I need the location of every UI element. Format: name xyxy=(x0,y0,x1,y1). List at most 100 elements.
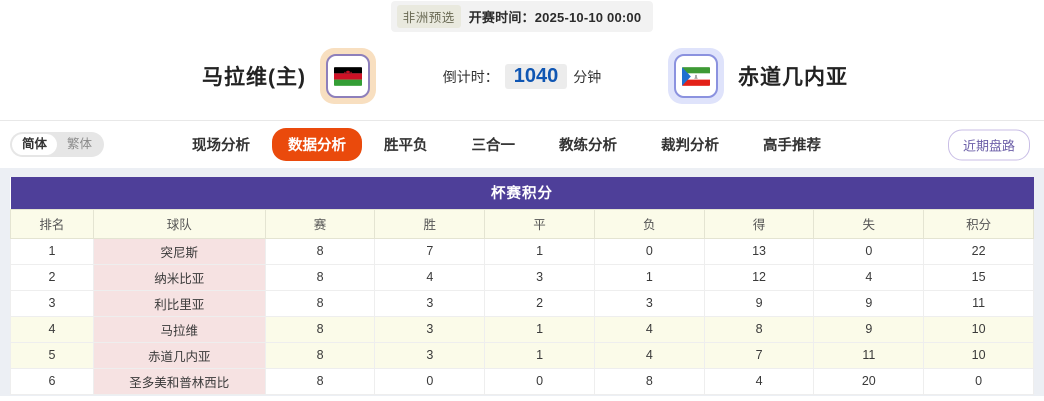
tab-three-in-one[interactable]: 三合一 xyxy=(471,138,516,154)
table-row[interactable]: 1 突尼斯 8 7 1 0 13 0 22 xyxy=(10,237,1034,265)
tab-data-analysis[interactable]: 数据分析 xyxy=(272,128,363,161)
cell-played: 8 xyxy=(264,315,376,343)
malawi-flag-icon xyxy=(334,66,362,86)
table-row[interactable]: 4 马拉维 8 3 1 4 8 9 10 xyxy=(10,315,1034,343)
cell-win: 0 xyxy=(374,367,486,395)
cell-team[interactable]: 马拉维 xyxy=(92,315,266,343)
tab-win-draw-lose[interactable]: 胜平负 xyxy=(384,138,428,154)
cell-goals-for: 7 xyxy=(703,341,815,369)
match-info-pill: 非洲预选 开赛时间：2025-10-10 00:00 xyxy=(390,0,654,32)
countdown-wrap: 倒计时： 1040 分钟 xyxy=(0,32,1044,120)
cell-rank: 6 xyxy=(10,367,94,395)
cell-lose: 8 xyxy=(593,367,705,395)
cell-draw: 2 xyxy=(484,289,595,317)
cell-played: 8 xyxy=(264,237,376,265)
cell-goals-for: 12 xyxy=(703,263,815,291)
column-header-team: 球队 xyxy=(92,208,266,239)
home-flag-box xyxy=(326,54,370,98)
cell-goals-against: 9 xyxy=(813,289,925,317)
tab-live-analysis[interactable]: 现场分析 xyxy=(192,138,251,154)
cell-draw: 1 xyxy=(484,237,595,265)
countdown-unit: 分钟 xyxy=(573,68,602,85)
countdown: 倒计时： 1040 分钟 xyxy=(442,63,602,89)
cell-win: 3 xyxy=(374,289,486,317)
cell-rank: 1 xyxy=(10,237,94,265)
home-team[interactable]: 马拉维(主) xyxy=(0,48,390,104)
tab-referee-analysis[interactable]: 裁判分析 xyxy=(661,138,720,154)
cell-played: 8 xyxy=(264,263,376,291)
cell-played: 8 xyxy=(264,289,376,317)
standings-header-row: 排名 球队 赛 胜 平 负 得 失 积分 xyxy=(10,208,1034,239)
cell-points: 10 xyxy=(923,341,1034,369)
cell-lose: 4 xyxy=(593,315,705,343)
column-header-goals-against: 失 xyxy=(813,208,925,239)
cell-draw: 3 xyxy=(484,263,595,291)
cell-rank: 5 xyxy=(10,341,94,369)
cell-points: 15 xyxy=(923,263,1034,291)
cell-draw: 1 xyxy=(484,315,595,343)
cell-win: 3 xyxy=(374,315,486,343)
lang-option-traditional[interactable]: 繁体 xyxy=(67,137,93,151)
cell-team[interactable]: 圣多美和普林西比 xyxy=(92,367,266,395)
countdown-label: 倒计时： xyxy=(442,68,499,85)
cell-win: 7 xyxy=(374,237,486,265)
away-flag-ring xyxy=(668,48,724,104)
match-info-bar: 非洲预选 开赛时间：2025-10-10 00:00 xyxy=(0,0,1044,32)
cell-team[interactable]: 利比里亚 xyxy=(92,289,266,317)
home-team-name: 马拉维(主) xyxy=(202,66,306,89)
standings-section: 杯赛积分 排名 球队 赛 胜 平 负 得 失 积分 xyxy=(0,168,1044,396)
home-flag-ring xyxy=(320,48,376,104)
match-time-label: 开赛时间：2025-10-10 00:00 xyxy=(468,9,642,25)
standings-body: 1 突尼斯 8 7 1 0 13 0 22 2 纳米比亚 8 4 xyxy=(10,237,1034,395)
cell-team[interactable]: 突尼斯 xyxy=(92,237,266,265)
table-row[interactable]: 5 赤道几内亚 8 3 1 4 7 11 10 xyxy=(10,341,1034,369)
cell-rank: 2 xyxy=(10,263,94,291)
column-header-draw: 平 xyxy=(484,208,595,239)
teams-header: 马拉维(主) 倒计时： 1040 分钟 xyxy=(0,32,1044,120)
cell-lose: 3 xyxy=(593,289,705,317)
cell-goals-for: 8 xyxy=(703,315,815,343)
cell-goals-against: 0 xyxy=(813,237,925,265)
away-flag-box xyxy=(674,54,718,98)
countdown-value: 1040 xyxy=(504,63,568,89)
column-header-win: 胜 xyxy=(374,208,486,239)
column-header-points: 积分 xyxy=(923,208,1034,239)
cell-team[interactable]: 纳米比亚 xyxy=(92,263,266,291)
league-tag: 非洲预选 xyxy=(396,4,461,28)
language-toggle[interactable]: 简体 繁体 xyxy=(10,132,105,157)
tab-coach-analysis[interactable]: 教练分析 xyxy=(559,138,618,154)
cell-goals-against: 9 xyxy=(813,315,925,343)
cell-points: 0 xyxy=(923,367,1034,395)
cell-points: 10 xyxy=(923,315,1034,343)
table-row[interactable]: 6 圣多美和普林西比 8 0 0 8 4 20 0 xyxy=(10,367,1034,395)
lang-option-simplified[interactable]: 简体 xyxy=(12,134,58,155)
standings-table: 杯赛积分 排名 球队 赛 胜 平 负 得 失 积分 xyxy=(10,177,1034,395)
cell-team[interactable]: 赤道几内亚 xyxy=(92,341,266,369)
analysis-tabs: 现场分析 数据分析 胜平负 三合一 教练分析 裁判分析 高手推荐 xyxy=(170,128,843,161)
cell-points: 22 xyxy=(923,237,1034,265)
cell-played: 8 xyxy=(264,341,376,369)
standings-card: 杯赛积分 排名 球队 赛 胜 平 负 得 失 积分 xyxy=(10,177,1034,395)
recent-odds-route-button[interactable]: 近期盘路 xyxy=(947,129,1030,160)
cell-lose: 0 xyxy=(593,237,705,265)
cell-win: 4 xyxy=(374,263,486,291)
cell-draw: 1 xyxy=(484,341,595,369)
tab-expert-picks[interactable]: 高手推荐 xyxy=(763,138,822,154)
column-header-lose: 负 xyxy=(593,208,705,239)
cell-goals-against: 11 xyxy=(813,341,925,369)
cell-played: 8 xyxy=(264,367,376,395)
cell-rank: 4 xyxy=(10,315,94,343)
away-team[interactable]: 赤道几内亚 xyxy=(654,48,1044,104)
table-row[interactable]: 3 利比里亚 8 3 2 3 9 9 11 xyxy=(10,289,1034,317)
cell-win: 3 xyxy=(374,341,486,369)
cell-points: 11 xyxy=(923,289,1034,317)
tab-bar: 简体 繁体 现场分析 数据分析 胜平负 三合一 教练分析 裁判分析 高手推荐 近… xyxy=(0,120,1044,168)
table-row[interactable]: 2 纳米比亚 8 4 3 1 12 4 15 xyxy=(10,263,1034,291)
cell-lose: 1 xyxy=(593,263,705,291)
column-header-rank: 排名 xyxy=(10,208,94,239)
cell-goals-for: 9 xyxy=(703,289,815,317)
cell-goals-against: 4 xyxy=(813,263,925,291)
cell-goals-for: 13 xyxy=(703,237,815,265)
away-team-name: 赤道几内亚 xyxy=(738,66,848,89)
